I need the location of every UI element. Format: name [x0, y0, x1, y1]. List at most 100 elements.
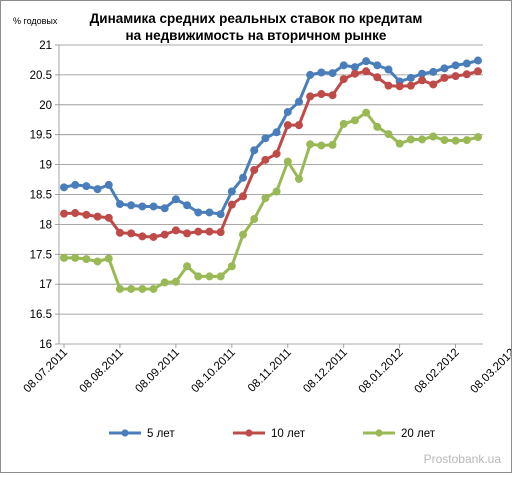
data-point	[339, 119, 348, 128]
data-point	[227, 187, 236, 196]
data-point	[115, 228, 124, 237]
data-point	[82, 182, 91, 191]
data-point	[71, 253, 80, 262]
data-point	[306, 70, 315, 79]
data-point	[418, 69, 427, 78]
data-point	[216, 272, 225, 281]
x-tick-label: 08.11.2011	[246, 347, 294, 395]
data-point	[115, 284, 124, 293]
data-point	[462, 70, 471, 79]
data-point	[429, 67, 438, 76]
data-point	[373, 61, 382, 70]
data-point	[160, 230, 169, 239]
data-point	[127, 229, 136, 238]
data-point	[115, 200, 124, 209]
data-point	[283, 121, 292, 130]
data-point	[462, 59, 471, 68]
y-axis-label: % годовых	[13, 16, 58, 26]
data-point	[406, 135, 415, 144]
data-point	[239, 230, 248, 239]
data-point	[451, 72, 460, 81]
y-tick-label: 18.5	[30, 190, 52, 202]
data-point	[362, 108, 371, 117]
data-point	[160, 204, 169, 213]
data-point	[339, 75, 348, 84]
data-point	[171, 195, 180, 204]
x-tick-label: 08.01.2012	[357, 347, 406, 396]
data-point	[71, 209, 80, 218]
legend-label: 20 лет	[401, 428, 436, 440]
data-point	[205, 227, 214, 236]
data-point	[104, 213, 113, 222]
data-point	[138, 232, 147, 241]
legend-marker	[245, 429, 253, 437]
data-point	[339, 61, 348, 70]
data-point	[127, 284, 136, 293]
x-tick-label: 08.12.2011	[301, 347, 350, 396]
data-point	[227, 200, 236, 209]
data-point	[250, 165, 259, 174]
data-point	[451, 61, 460, 70]
data-point	[350, 63, 359, 72]
y-tick-label: 20	[39, 100, 52, 112]
data-point	[261, 155, 270, 164]
data-point	[473, 56, 482, 65]
x-tick-label: 08.10.2011	[189, 347, 238, 396]
data-point	[171, 226, 180, 235]
data-point	[283, 107, 292, 116]
data-point	[127, 201, 136, 210]
data-point	[149, 232, 158, 241]
series-1	[60, 56, 482, 219]
legend-label: 10 лет	[271, 428, 306, 440]
data-point	[451, 136, 460, 145]
data-point	[462, 136, 471, 145]
data-point	[328, 140, 337, 149]
x-tick-label: 08.07.2011	[22, 347, 71, 396]
axes	[58, 45, 483, 345]
grid-lines	[59, 44, 483, 315]
legend-marker	[121, 429, 129, 437]
y-tick-label: 19	[39, 160, 52, 172]
series-3	[60, 108, 482, 293]
data-point	[373, 122, 382, 131]
data-point	[194, 208, 203, 217]
y-tick-label: 17	[39, 279, 52, 291]
data-point	[205, 272, 214, 281]
legend-marker	[375, 429, 383, 437]
data-point	[473, 133, 482, 142]
data-point	[440, 64, 449, 73]
data-point	[261, 134, 270, 143]
data-point	[194, 272, 203, 281]
data-point	[362, 57, 371, 66]
data-point	[384, 130, 393, 139]
data-point	[60, 253, 69, 262]
data-point	[60, 209, 69, 218]
data-point	[350, 116, 359, 125]
data-point	[317, 68, 326, 77]
data-point	[373, 73, 382, 82]
data-point	[104, 180, 113, 189]
y-axis-ticks: 16 16.5 17 17.5 18 18.5 19 19.5 20 20.5 21	[30, 40, 59, 351]
data-point	[250, 146, 259, 155]
data-point	[250, 215, 259, 224]
y-tick-label: 21	[39, 40, 52, 52]
data-point	[138, 202, 147, 211]
data-point	[294, 174, 303, 183]
data-point	[384, 65, 393, 74]
data-point	[183, 229, 192, 238]
y-tick-label: 18	[39, 219, 52, 231]
x-tick-label: 08.09.2011	[133, 347, 182, 396]
data-point	[71, 180, 80, 189]
series-group	[60, 56, 482, 293]
data-point	[418, 76, 427, 85]
data-point	[440, 73, 449, 82]
data-point	[183, 262, 192, 271]
legend: 5 лет 10 лет 20 лет	[109, 428, 436, 440]
watermark: Prostobank.ua	[424, 452, 502, 466]
data-point	[93, 185, 102, 194]
x-axis-ticks: 08.07.2011 08.08.2011 08.09.2011 08.10.2011…	[22, 344, 512, 396]
series-line	[63, 69, 479, 239]
data-point	[216, 210, 225, 219]
